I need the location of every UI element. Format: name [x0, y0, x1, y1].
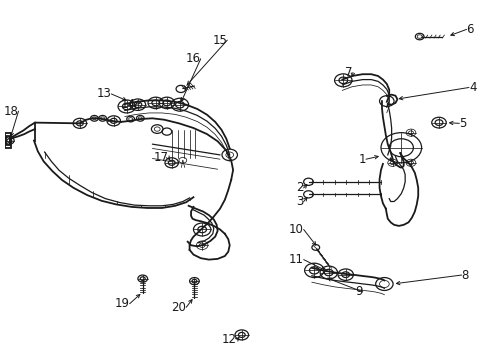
Text: 20: 20 — [171, 301, 186, 314]
Text: 17: 17 — [153, 151, 168, 164]
Text: 6: 6 — [466, 23, 473, 36]
Text: 14: 14 — [120, 98, 135, 111]
Text: 16: 16 — [185, 52, 200, 65]
Text: 10: 10 — [288, 223, 303, 236]
Text: 1: 1 — [358, 153, 366, 166]
Text: 11: 11 — [288, 253, 303, 266]
Text: 2: 2 — [296, 181, 303, 194]
Text: 15: 15 — [212, 33, 227, 47]
Text: 18: 18 — [3, 105, 19, 118]
Text: 3: 3 — [296, 195, 303, 208]
Text: 7: 7 — [345, 66, 352, 79]
Text: 13: 13 — [96, 87, 111, 100]
Text: 5: 5 — [458, 117, 466, 130]
Text: 19: 19 — [114, 297, 129, 310]
Text: 4: 4 — [468, 81, 475, 94]
Text: 8: 8 — [461, 269, 468, 282]
Text: 12: 12 — [222, 333, 237, 346]
Text: 9: 9 — [354, 285, 362, 298]
